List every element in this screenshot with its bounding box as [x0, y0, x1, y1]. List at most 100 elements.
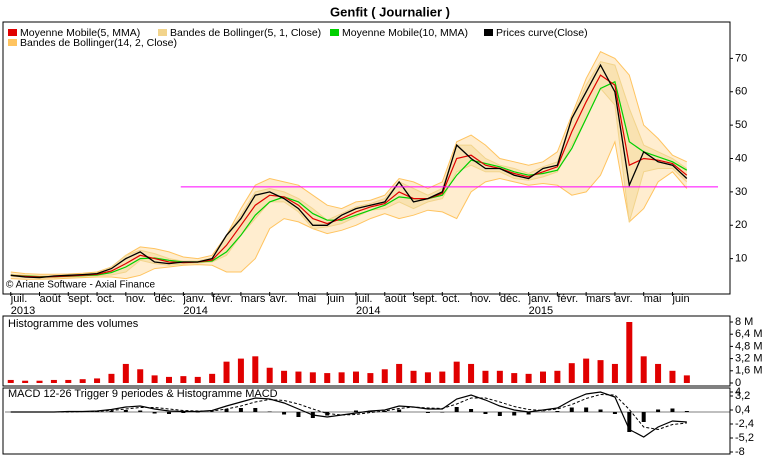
volume-bar	[22, 380, 29, 383]
legend-label: Moyenne Mobile(5, MMA)	[20, 27, 140, 39]
x-tick-label: août	[40, 293, 61, 305]
volume-bar	[108, 373, 115, 383]
y-tick-label: 8 M	[735, 316, 753, 328]
x-tick-label: sept.	[414, 293, 438, 305]
x-tick-label: août	[385, 293, 406, 305]
volume-bar	[496, 370, 503, 383]
x-tick-label: janv.	[528, 293, 551, 305]
series-line	[10, 74, 688, 278]
volume-bar	[281, 370, 288, 383]
volume-bar	[122, 363, 129, 383]
volume-bar	[309, 372, 316, 383]
year-label: 2015	[529, 305, 553, 317]
volume-title: Histogramme des volumes	[8, 318, 139, 330]
volume-bar	[237, 358, 244, 383]
x-tick-label: mars	[241, 293, 266, 305]
legend-swatch	[484, 29, 493, 36]
x-tick-label: mai	[298, 293, 316, 305]
volume-bar	[137, 369, 144, 383]
macd-histogram-bar	[296, 412, 301, 417]
macd-histogram-bar	[497, 412, 502, 416]
x-tick-label: oct.	[442, 293, 460, 305]
volume-bar	[338, 372, 345, 383]
macd-histogram-bar	[512, 412, 517, 416]
volume-bar	[252, 356, 259, 383]
macd-histogram-bar	[598, 409, 603, 412]
volume-bar	[209, 373, 216, 383]
macd-histogram-bar	[210, 411, 215, 412]
band-fill	[10, 51, 687, 280]
trigger-line	[10, 393, 687, 431]
volume-bar	[165, 376, 172, 383]
macd-histogram-bar	[540, 411, 545, 412]
volume-bar	[511, 373, 518, 383]
macd-histogram-bar	[656, 409, 661, 412]
x-tick-label: juin	[671, 293, 689, 305]
y-tick-label: 4,8 M	[735, 340, 763, 352]
volume-bar	[36, 380, 43, 383]
volume-bar	[655, 363, 662, 383]
macd-histogram-bar	[555, 411, 560, 412]
macd-histogram-bar	[123, 410, 128, 412]
volume-bar	[468, 363, 475, 383]
legend-swatch	[8, 39, 17, 46]
volume-bar	[324, 373, 331, 383]
macd-histogram-bar	[469, 409, 474, 412]
macd-histogram-bar	[152, 412, 157, 414]
volume-bar	[194, 376, 201, 383]
legend-label: Moyenne Mobile(10, MMA)	[342, 27, 468, 39]
volume-bar	[525, 373, 532, 383]
volume-bar	[94, 378, 101, 383]
volume-bar	[554, 370, 561, 383]
y-tick-label: -5,2	[735, 432, 754, 444]
volume-bar	[223, 361, 230, 383]
macd-histogram-bar	[454, 407, 459, 412]
macd-line	[10, 391, 687, 438]
macd-panel	[2, 387, 731, 455]
volume-bar	[151, 375, 158, 383]
legend-label: Bandes de Bollinger(5, 1, Close)	[170, 27, 321, 39]
band-lower	[10, 87, 688, 279]
volume-bar	[396, 363, 403, 383]
macd-histogram-bar	[138, 410, 143, 412]
y-tick-label: 1,6 M	[735, 365, 763, 377]
y-tick-label: 20	[735, 219, 747, 231]
legend-label: Bandes de Bollinger(14, 2, Close)	[20, 37, 177, 49]
x-tick-label: avr.	[270, 293, 288, 305]
macd-histogram-bar	[569, 407, 574, 412]
macd-histogram-bar	[253, 408, 258, 412]
y-tick-label: 50	[735, 119, 747, 131]
macd-histogram-bar	[440, 412, 445, 413]
legend-swatch	[158, 29, 167, 36]
year-label: 2013	[11, 305, 35, 317]
volume-bar	[65, 379, 72, 383]
x-tick-label: nov.	[126, 293, 146, 305]
macd-title: MACD 12-26 Trigger 9 periodes & Histogra…	[8, 388, 278, 400]
x-tick-label: déc.	[155, 293, 176, 305]
x-tick-label: oct.	[97, 293, 115, 305]
y-tick-label: 10	[735, 253, 747, 265]
y-tick-label: 0,4	[735, 404, 750, 416]
volume-bar	[180, 376, 187, 383]
x-tick-label: janv.	[182, 293, 205, 305]
macd-histogram-bar	[109, 411, 114, 412]
macd-histogram-bar	[181, 412, 186, 413]
macd-histogram-bar	[425, 412, 430, 413]
volume-bar	[568, 363, 575, 383]
macd-histogram-bar	[238, 408, 243, 412]
band-fill	[10, 61, 687, 279]
y-tick-label: 30	[735, 186, 747, 198]
x-tick-label: mai	[644, 293, 662, 305]
macd-histogram-bar	[166, 412, 171, 414]
series-line	[10, 63, 688, 279]
macd-histogram-bar	[584, 407, 589, 412]
series-line	[10, 80, 688, 278]
macd-histogram-bar	[670, 408, 675, 412]
y-tick-label: 4	[735, 386, 741, 398]
volume-bar	[439, 371, 446, 383]
macd-histogram-bar	[353, 410, 358, 412]
x-tick-label: déc.	[500, 293, 521, 305]
volume-bar	[539, 371, 546, 383]
volume-bar	[266, 367, 273, 383]
x-tick-label: juin	[326, 293, 344, 305]
